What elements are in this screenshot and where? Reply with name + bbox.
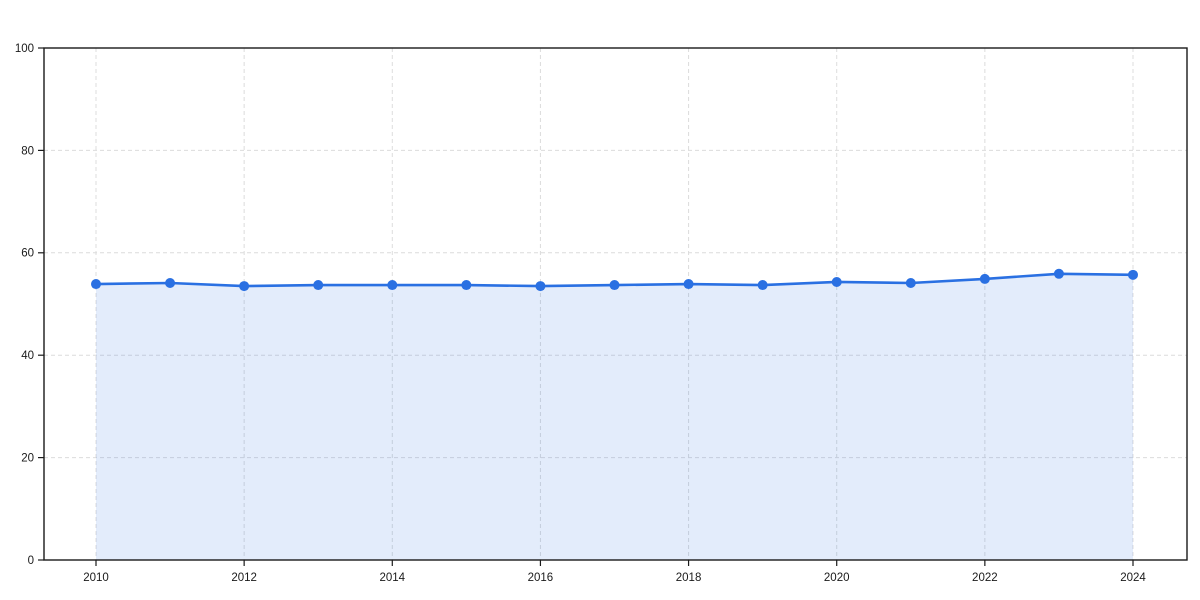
y-tick-label: 20	[21, 453, 34, 465]
x-tick-label: 2022	[972, 572, 998, 584]
y-tick-label: 60	[21, 248, 34, 260]
data-point-2017	[609, 280, 620, 291]
area-fill	[96, 273, 1133, 560]
data-point-2011	[165, 278, 176, 289]
data-point-2022	[979, 273, 990, 284]
data-point-2019	[757, 280, 768, 291]
y-tick-label: 100	[15, 43, 34, 55]
plot-background	[44, 48, 1187, 560]
plot-border	[43, 47, 1188, 561]
x-tick-label: 2014	[379, 572, 405, 584]
data-point-2020	[831, 276, 842, 287]
x-tick-label: 2010	[83, 572, 109, 584]
data-point-2015	[461, 280, 472, 291]
x-tick-label: 2018	[676, 572, 702, 584]
data-point-2016	[535, 281, 546, 292]
data-point-2014	[387, 280, 398, 291]
data-point-2010	[91, 279, 101, 290]
y-tick-label: 80	[21, 145, 34, 157]
y-tick-label: 40	[21, 350, 34, 362]
data-point-2024	[1128, 269, 1138, 280]
x-tick-label: 2020	[824, 572, 850, 584]
data-point-2013	[313, 280, 324, 291]
x-tick-label: 2024	[1120, 572, 1146, 584]
data-point-2021	[905, 278, 916, 289]
x-tick-label: 2016	[528, 572, 554, 584]
y-tick-label: 0	[28, 555, 34, 567]
x-tick-label: 2012	[231, 572, 257, 584]
data-point-2018	[683, 279, 694, 290]
data-point-2012	[239, 281, 250, 292]
data-point-2023	[1053, 268, 1064, 279]
